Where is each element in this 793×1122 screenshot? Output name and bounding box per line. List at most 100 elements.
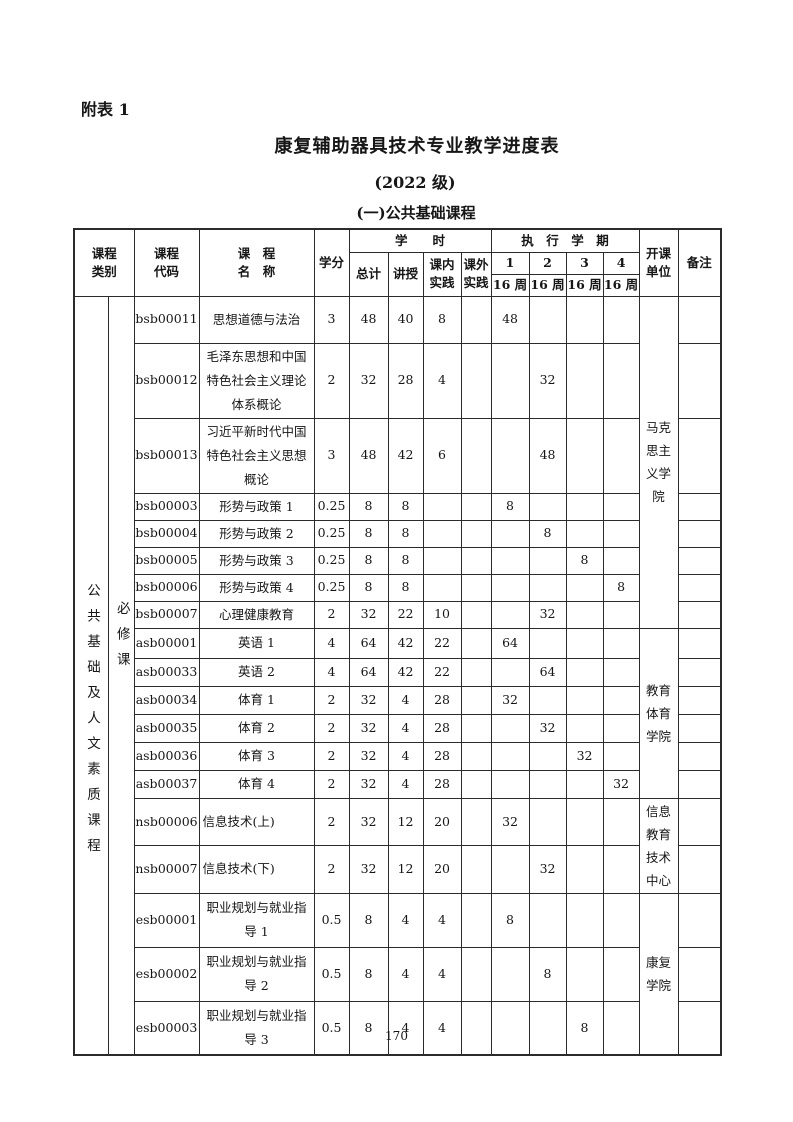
header-out-class-practice: 课外 实践 (460, 251, 492, 297)
course-code-cell: bsb00003 (133, 492, 200, 521)
out-class-practice-cell (460, 546, 492, 575)
semester-2-hours-cell: 32 (528, 342, 567, 419)
semester-1-hours-cell (490, 845, 530, 894)
semester-2-hours-cell (528, 741, 567, 771)
course-code-cell: asb00033 (133, 657, 200, 687)
semester-3-hours-cell (565, 342, 604, 419)
lecture-hours-cell: 12 (387, 845, 424, 894)
course-name-cell: 体育 3 (198, 741, 315, 771)
semester-3-hours-cell (565, 519, 604, 548)
total-hours-cell: 8 (348, 1000, 389, 1056)
course-code-cell: bsb00005 (133, 546, 200, 575)
header-semester-4: 4 (602, 251, 640, 275)
section-title: (一)公共基础课程 (356, 204, 476, 222)
out-class-practice-cell (460, 492, 492, 521)
semester-4-hours-cell (602, 417, 640, 494)
remark-cell (677, 769, 722, 799)
credit-cell: 2 (313, 600, 350, 629)
semester-2-hours-cell: 8 (528, 519, 567, 548)
out-class-practice-cell (460, 657, 492, 687)
offering-unit-cell: 教育体育学院 (638, 627, 679, 799)
remark-cell (677, 600, 722, 629)
header-credit: 学分 (313, 228, 350, 297)
course-row: esb00002 职业规划与就业指导 2 0.5 8 4 4 8 (74, 946, 722, 1002)
lecture-hours-cell: 8 (387, 573, 424, 602)
total-hours-cell: 32 (348, 741, 389, 771)
in-class-practice-cell (422, 573, 462, 602)
semester-2-hours-cell (528, 769, 567, 799)
course-name-cell: 形势与政策 2 (198, 519, 315, 548)
header-semester-2: 2 (528, 251, 567, 275)
appendix-label: 附表 1 (81, 100, 130, 119)
course-row: esb00001 职业规划与就业指导 1 0.5 8 4 4 8 康复学院 (74, 892, 722, 1056)
remark-cell (677, 1000, 722, 1056)
semester-1-hours-cell (490, 713, 530, 743)
semester-2-hours-cell (528, 1000, 567, 1056)
total-hours-cell: 48 (348, 295, 389, 344)
total-hours-cell: 32 (348, 845, 389, 894)
semester-4-hours-cell (602, 892, 640, 948)
in-class-practice-cell: 4 (422, 892, 462, 948)
lecture-hours-cell: 28 (387, 342, 424, 419)
out-class-practice-cell (460, 685, 492, 715)
header-semester-3: 3 (565, 251, 604, 275)
page-number: 170 (385, 1029, 408, 1043)
remark-cell (677, 295, 722, 344)
in-class-practice-cell: 4 (422, 1000, 462, 1056)
semester-2-hours-cell (528, 627, 567, 659)
grade-subtitle: (2022 级) (374, 173, 456, 192)
semester-3-hours-cell: 8 (565, 546, 604, 575)
semester-1-hours-cell (490, 519, 530, 548)
semester-2-hours-cell (528, 546, 567, 575)
course-row: asb00001 英语 1 4 64 42 22 64 教育体育学院 (74, 627, 722, 799)
in-class-practice-cell: 28 (422, 713, 462, 743)
semester-1-hours-cell: 64 (490, 627, 530, 659)
semester-4-hours-cell (602, 627, 640, 659)
semester-2-hours-cell (528, 573, 567, 602)
semester-4-hours-cell (602, 1000, 640, 1056)
out-class-practice-cell (460, 797, 492, 846)
total-hours-cell: 32 (348, 342, 389, 419)
header-weeks-4: 16 周 (602, 273, 640, 297)
course-row: nsb00006 信息技术(上) 2 32 12 20 32 信息教育技术中心 (74, 797, 722, 894)
offering-unit-cell: 马克思主义学院 (638, 295, 679, 629)
course-code-cell: bsb00013 (133, 417, 200, 494)
credit-cell: 2 (313, 797, 350, 846)
in-class-practice-cell: 4 (422, 946, 462, 1002)
credit-cell: 2 (313, 845, 350, 894)
semester-3-hours-cell: 32 (565, 741, 604, 771)
semester-3-hours-cell (565, 417, 604, 494)
lecture-hours-cell: 4 (387, 946, 424, 1002)
total-hours-cell: 8 (348, 519, 389, 548)
semester-2-hours-cell: 64 (528, 657, 567, 687)
course-row: nsb00007 信息技术(下) 2 32 12 20 32 (74, 845, 722, 894)
out-class-practice-cell (460, 519, 492, 548)
course-row: asb00035 体育 2 2 32 4 28 32 (74, 713, 722, 743)
course-name-cell: 形势与政策 4 (198, 573, 315, 602)
out-class-practice-cell (460, 741, 492, 771)
credit-cell: 0.25 (313, 546, 350, 575)
lecture-hours-cell: 42 (387, 657, 424, 687)
credit-cell: 2 (313, 342, 350, 419)
course-code-cell: esb00003 (133, 1000, 200, 1056)
out-class-practice-cell (460, 417, 492, 494)
course-code-cell: bsb00012 (133, 342, 200, 419)
semester-3-hours-cell (565, 573, 604, 602)
in-class-practice-cell (422, 519, 462, 548)
semester-2-hours-cell: 32 (528, 713, 567, 743)
course-code-cell: bsb00011 (133, 295, 200, 344)
header-row-1: 课程 类别 课程 代码 课 程 名 称 学分 学 时 执 行 学 期 开课 单位… (73, 228, 722, 297)
header-row-3: 16 周 16 周 16 周 16 周 (74, 273, 721, 297)
in-class-practice-cell: 28 (422, 685, 462, 715)
semester-1-hours-cell: 8 (490, 892, 530, 948)
in-class-practice-cell: 20 (422, 797, 462, 846)
in-class-practice-cell: 10 (422, 600, 462, 629)
semester-4-hours-cell (602, 946, 640, 1002)
course-name-cell: 信息技术(上) (198, 797, 315, 846)
credit-cell: 0.25 (313, 492, 350, 521)
course-code-cell: esb00002 (133, 946, 200, 1002)
total-hours-cell: 64 (348, 627, 389, 659)
out-class-practice-cell (460, 713, 492, 743)
remark-cell (677, 685, 722, 715)
in-class-practice-cell: 28 (422, 741, 462, 771)
